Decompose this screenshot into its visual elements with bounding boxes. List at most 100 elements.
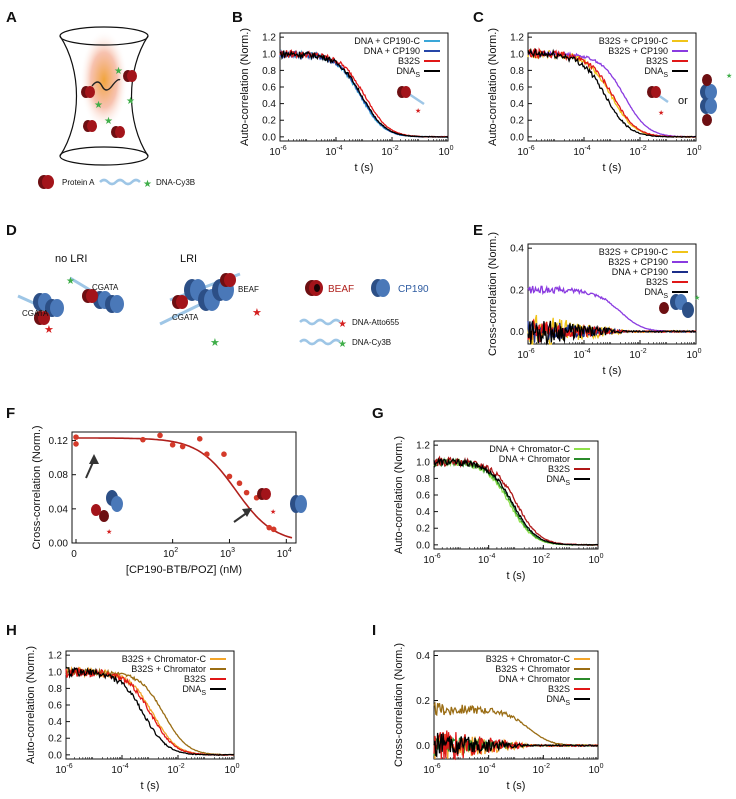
legend-label: B32S + CP190-C — [599, 36, 669, 46]
y-tick-label: 0.8 — [510, 66, 524, 77]
y-tick-label: 0.4 — [510, 99, 524, 110]
x-tick-label: 10-6 — [423, 553, 440, 566]
focal-volume-bottom — [59, 146, 149, 166]
series-line — [65, 667, 234, 756]
y-tick-label: 0.2 — [416, 696, 430, 707]
star-icon: ★ — [270, 508, 276, 516]
chart-g-fcs-autocorrelation: 0.0 0.2 0.4 0.6 0.8 1.0 1.2 10-6 10-4 10-2 100 t (s… — [393, 436, 604, 582]
fit-curve — [76, 437, 293, 539]
series-line — [279, 49, 449, 138]
y-tick-label: 0.6 — [48, 701, 62, 712]
protein-a-icon — [401, 86, 411, 98]
x-tick-label: 10-4 — [573, 348, 590, 361]
lri-label: LRI — [180, 253, 197, 265]
panel-label-a: A — [6, 9, 17, 26]
x-tick-label: 10-2 — [533, 763, 550, 776]
beaf-legend-icon — [305, 280, 323, 296]
dna-strand-icon — [299, 318, 341, 326]
x-tick-label: 100 — [588, 763, 603, 776]
legend-label: B32S — [548, 464, 570, 474]
y-tick-label: 0.8 — [48, 684, 62, 695]
cp190-icon — [700, 84, 717, 114]
data-point — [140, 436, 146, 443]
legend-label: B32S + Chromator — [495, 664, 570, 674]
focal-volume-left-edge — [59, 35, 78, 157]
x-tick-label: 100 — [438, 145, 453, 158]
series-line — [65, 667, 235, 756]
panel-label-e: E — [473, 222, 483, 239]
dna-cy3b-label: DNA-Cy3B — [156, 178, 195, 187]
panel-label-g: G — [372, 405, 384, 422]
panel-label-d: D — [6, 222, 17, 239]
y-tick-label: 0.6 — [416, 491, 430, 502]
y-tick-label: 0.0 — [416, 540, 430, 551]
y-tick-label: 0.2 — [510, 116, 524, 127]
x-tick-label: 10-2 — [629, 348, 646, 361]
svg-text:★: ★ — [114, 66, 123, 77]
f-inset-complexes: ★ ★ — [85, 454, 307, 536]
chart-c-fcs-autocorrelation: 0.0 0.2 0.4 0.6 0.8 1.0 1.2 10-6 10-4 10-2 100 t (s… — [487, 28, 702, 174]
cp190-legend-icon — [371, 279, 390, 297]
legend-label: DNA + Chromator — [499, 454, 570, 464]
svg-text:★: ★ — [94, 100, 103, 111]
data-point — [270, 526, 277, 533]
x-tick-label: 10-6 — [55, 763, 72, 776]
series-line — [433, 701, 599, 747]
y-axis-label: Auto-correlation (Norm.) — [239, 28, 251, 146]
chart-f-titration: 0.00 0.04 0.08 0.12 0 102 103 104 [CP190-BTB/POZ… — [31, 425, 297, 576]
beaf-label: BEAF — [328, 284, 354, 295]
cy3b-star-legend-icon: ★ — [143, 179, 152, 190]
series-line — [527, 47, 697, 139]
data-point — [169, 442, 176, 448]
y-tick-label: 0.12 — [49, 436, 69, 447]
panel-label-c: C — [473, 9, 484, 26]
legend-label: DNA + Chromator-C — [489, 444, 570, 454]
legend-label: B32S + CP190 — [608, 257, 668, 267]
cp190-icon — [93, 291, 124, 313]
series-line — [433, 457, 599, 546]
legend-label: DNA + CP190 — [364, 46, 420, 56]
focal-volume-right-edge — [130, 35, 149, 157]
legend-label: B32S + Chromator-C — [122, 654, 207, 664]
panel-label-b: B — [232, 9, 243, 26]
cp190-icon — [295, 495, 307, 513]
x-tick-label: 10-6 — [269, 145, 286, 158]
y-tick-label: 0.2 — [262, 116, 276, 127]
data-point — [179, 443, 186, 450]
legend-label: B32S + Chromator-C — [486, 654, 571, 664]
svg-text:★: ★ — [126, 96, 135, 107]
y-axis-label: Auto-correlation (Norm.) — [25, 646, 37, 764]
star-icon: ★ — [106, 528, 112, 536]
cy3b-star-icon: ★ ★ ★ ★ — [94, 66, 135, 127]
series-line — [433, 457, 599, 546]
y-tick-label: 1.2 — [262, 33, 276, 44]
cp190-icon — [33, 293, 64, 317]
legend-label: DNAS — [546, 694, 570, 707]
site-label-1: CGATA — [22, 309, 49, 318]
star-icon: ★ — [658, 109, 664, 117]
legend-label: B32S + CP190-C — [599, 247, 669, 257]
chart-e-cross-correlation: 0.0 0.2 0.4 10-6 10-4 10-2 100 t (s) Cross-corre… — [487, 232, 702, 377]
legend-label: B32S + Chromator — [131, 664, 206, 674]
y-tick-label: 0.0 — [416, 741, 430, 752]
y-tick-label: 0.00 — [49, 539, 69, 550]
beaf-icon — [261, 488, 271, 500]
legend-label: DNAS — [182, 684, 206, 697]
beaf-icon — [172, 273, 236, 309]
legend-label: B32S + CP190 — [608, 46, 668, 56]
beaf-icon — [702, 114, 712, 126]
series-line — [279, 50, 449, 138]
legend-label: DNA + CP190 — [612, 267, 668, 277]
y-tick-label: 0.0 — [510, 327, 524, 338]
x-tick-label: 0 — [71, 549, 77, 560]
data-point — [243, 489, 250, 496]
legend-label: DNA + Chromator — [499, 674, 570, 684]
c-inset-molecules: ★ or ★ — [647, 72, 732, 126]
y-tick-label: 0.4 — [416, 507, 430, 518]
x-tick-label: 10-6 — [517, 348, 534, 361]
cp190-icon — [111, 496, 123, 512]
y-tick-label: 0.2 — [416, 524, 430, 535]
x-tick-label: 10-2 — [381, 145, 398, 158]
data-point — [236, 480, 243, 487]
x-tick-label: 100 — [686, 348, 701, 361]
